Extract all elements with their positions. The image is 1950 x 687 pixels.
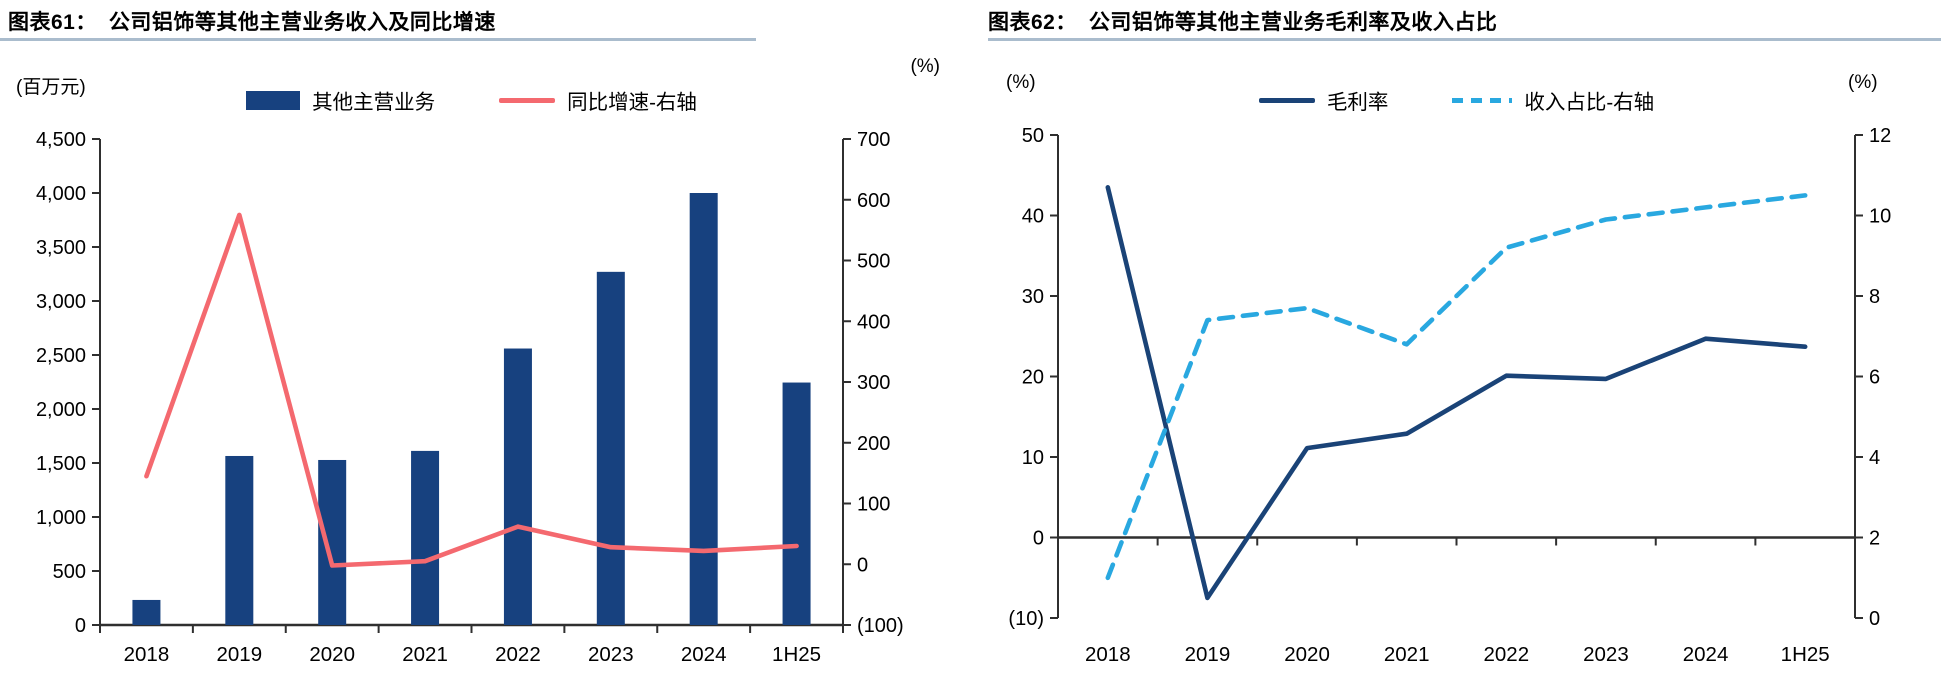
- bar-series-swatch: [246, 90, 301, 110]
- left-y-axis-tick-label: 1,000: [36, 507, 86, 529]
- right-y-axis-tick-label: 400: [857, 311, 890, 333]
- figure61-left-axis-unit: (百万元): [16, 77, 86, 98]
- bar: [318, 459, 347, 625]
- legend-item-yoy-growth: 同比增速-右轴: [499, 85, 697, 115]
- bar: [782, 382, 811, 625]
- x-axis-category-label: 2022: [495, 643, 541, 666]
- figure62-legend: 毛利率 收入占比-右轴: [1058, 85, 1855, 115]
- left-y-axis-tick-label: 0: [75, 615, 86, 637]
- figure61-legend: 其他主营业务 同比增速-右轴: [100, 85, 843, 115]
- right-y-axis-tick-label: 200: [857, 433, 890, 455]
- bar: [596, 271, 625, 625]
- right-y-axis-tick-label: 2: [1869, 528, 1880, 550]
- right-y-axis-tick-label: 0: [1869, 608, 1880, 630]
- left-y-axis-tick-label: 3,000: [36, 291, 86, 313]
- left-y-axis-tick-label: 20: [1022, 367, 1044, 389]
- x-axis-category-label: 2021: [1384, 643, 1430, 666]
- figure62-title-text: 公司铝饰等其他主营业务毛利率及收入占比: [1088, 11, 1498, 34]
- x-axis-category-label: 2020: [1284, 643, 1330, 666]
- x-axis-category-label: 2019: [1185, 643, 1231, 666]
- x-axis-category-label: 1H25: [1781, 643, 1830, 666]
- bar: [132, 599, 161, 625]
- right-y-axis-tick-label: 12: [1869, 125, 1891, 147]
- legend-item-gross-margin: 毛利率: [1258, 85, 1389, 115]
- dashed-data-line: [1105, 193, 1808, 581]
- figure62-title: 图表62： 公司铝饰等其他主营业务毛利率及收入占比: [988, 6, 1497, 36]
- right-y-axis-tick-label: 500: [857, 251, 890, 273]
- bar: [503, 348, 532, 625]
- x-axis-category-label: 2018: [1085, 643, 1131, 666]
- right-y-axis-tick-label: 6: [1869, 367, 1880, 389]
- x-axis-category-label: 2023: [1583, 643, 1629, 666]
- bar: [411, 450, 440, 625]
- x-axis-category-label: 2019: [217, 643, 263, 666]
- data-line: [144, 212, 799, 568]
- right-y-axis-tick-label: 300: [857, 372, 890, 394]
- figure61-title-prefix: 图表61：: [8, 11, 97, 34]
- line-series-swatch: [499, 97, 556, 103]
- legend-item-other-main-business: 其他主营业务: [246, 85, 435, 115]
- left-y-axis-tick-label: 3,500: [36, 237, 86, 259]
- left-y-axis-tick-label: 0: [1033, 528, 1044, 550]
- x-axis-category-label: 2024: [681, 643, 727, 666]
- left-y-axis-tick-label: 30: [1022, 286, 1044, 308]
- left-y-axis-tick-label: 2,000: [36, 399, 86, 421]
- right-y-axis-tick-label: 100: [857, 494, 890, 516]
- legend-label: 其他主营业务: [312, 91, 436, 114]
- left-y-axis-tick-label: 500: [53, 561, 86, 583]
- bar: [225, 455, 254, 625]
- left-y-axis-tick-label: 50: [1022, 125, 1044, 147]
- legend-label: 收入占比-右轴: [1524, 91, 1655, 114]
- figure62-title-prefix: 图表62：: [988, 11, 1077, 34]
- dashed-line-series-swatch: [1452, 97, 1513, 103]
- left-y-axis-tick-label: 1,500: [36, 453, 86, 475]
- right-y-axis-tick-label: 4: [1869, 447, 1880, 469]
- legend-item-revenue-share: 收入占比-右轴: [1452, 85, 1654, 115]
- x-axis-category-label: 2022: [1484, 643, 1530, 666]
- figure61-title-text: 公司铝饰等其他主营业务收入及同比增速: [108, 11, 496, 34]
- right-y-axis-tick-label: 8: [1869, 286, 1880, 308]
- x-axis-category-label: 2018: [124, 643, 170, 666]
- left-y-axis-tick-label: 4,500: [36, 129, 86, 151]
- data-line: [1105, 185, 1808, 601]
- left-y-axis-tick-label: 40: [1022, 206, 1044, 228]
- left-y-axis-tick-label: 10: [1022, 447, 1044, 469]
- figure61-title-rule: [0, 38, 756, 41]
- figure62-title-rule: [988, 38, 1941, 41]
- right-y-axis-tick-label: (100): [857, 615, 904, 637]
- figure62-left-axis-unit: (%): [1006, 72, 1036, 93]
- legend-label: 毛利率: [1326, 91, 1389, 114]
- figure61-right-axis-unit: (%): [910, 56, 940, 77]
- x-axis-category-label: 2024: [1683, 643, 1729, 666]
- right-y-axis-tick-label: 700: [857, 129, 890, 151]
- x-axis-category-label: 1H25: [772, 643, 821, 666]
- x-axis-category-label: 2020: [309, 643, 355, 666]
- bar: [689, 193, 718, 625]
- figure62-right-axis-unit: (%): [1848, 72, 1878, 93]
- x-axis-category-label: 2021: [402, 643, 448, 666]
- line-series-swatch: [1258, 97, 1315, 103]
- x-axis-category-label: 2023: [588, 643, 634, 666]
- figure61-title: 图表61： 公司铝饰等其他主营业务收入及同比增速: [8, 6, 496, 36]
- right-y-axis-tick-label: 0: [857, 554, 868, 576]
- left-y-axis-tick-label: (10): [1008, 608, 1044, 630]
- legend-label: 同比增速-右轴: [567, 91, 697, 114]
- left-y-axis-tick-label: 2,500: [36, 345, 86, 367]
- right-y-axis-tick-label: 10: [1869, 206, 1891, 228]
- left-y-axis-tick-label: 4,000: [36, 183, 86, 205]
- right-y-axis-tick-label: 600: [857, 190, 890, 212]
